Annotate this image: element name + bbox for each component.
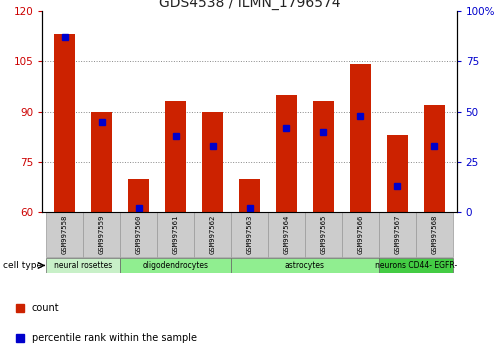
Bar — [120, 212, 157, 257]
Text: GSM997567: GSM997567 — [394, 215, 400, 255]
Text: GSM997568: GSM997568 — [432, 215, 438, 255]
Bar — [83, 212, 120, 257]
Bar — [268, 212, 305, 257]
Bar — [379, 258, 453, 273]
Bar — [157, 212, 194, 257]
Text: neurons CD44- EGFR-: neurons CD44- EGFR- — [375, 261, 457, 270]
Title: GDS4538 / ILMN_1796574: GDS4538 / ILMN_1796574 — [159, 0, 340, 10]
Text: GSM997564: GSM997564 — [283, 215, 289, 255]
Text: GSM997561: GSM997561 — [173, 215, 179, 255]
Bar — [276, 95, 296, 212]
Bar — [46, 212, 83, 257]
Bar — [240, 179, 259, 212]
Bar — [165, 101, 186, 212]
Bar — [231, 212, 268, 257]
Bar — [416, 212, 453, 257]
Bar — [203, 112, 223, 212]
Text: GSM997563: GSM997563 — [247, 215, 252, 255]
Text: GSM997559: GSM997559 — [99, 215, 105, 255]
Bar — [120, 258, 231, 273]
Bar — [46, 258, 120, 273]
Bar — [128, 179, 149, 212]
Text: GSM997562: GSM997562 — [210, 215, 216, 255]
Bar — [379, 212, 416, 257]
Bar — [313, 101, 334, 212]
Bar — [424, 105, 445, 212]
Bar — [305, 212, 342, 257]
Text: percentile rank within the sample: percentile rank within the sample — [32, 333, 197, 343]
Bar — [54, 34, 75, 212]
Text: oligodendrocytes: oligodendrocytes — [143, 261, 209, 270]
Text: GSM997565: GSM997565 — [320, 215, 326, 255]
Bar — [194, 212, 231, 257]
Bar — [342, 212, 379, 257]
Text: cell type: cell type — [2, 261, 42, 270]
Text: GSM997560: GSM997560 — [136, 215, 142, 255]
Text: GSM997558: GSM997558 — [61, 215, 67, 255]
Bar — [231, 258, 379, 273]
Text: count: count — [32, 303, 59, 313]
Text: GSM997566: GSM997566 — [357, 215, 363, 255]
Bar — [350, 64, 371, 212]
Bar — [91, 112, 112, 212]
Text: astrocytes: astrocytes — [285, 261, 325, 270]
Text: neural rosettes: neural rosettes — [54, 261, 112, 270]
Bar — [387, 135, 408, 212]
